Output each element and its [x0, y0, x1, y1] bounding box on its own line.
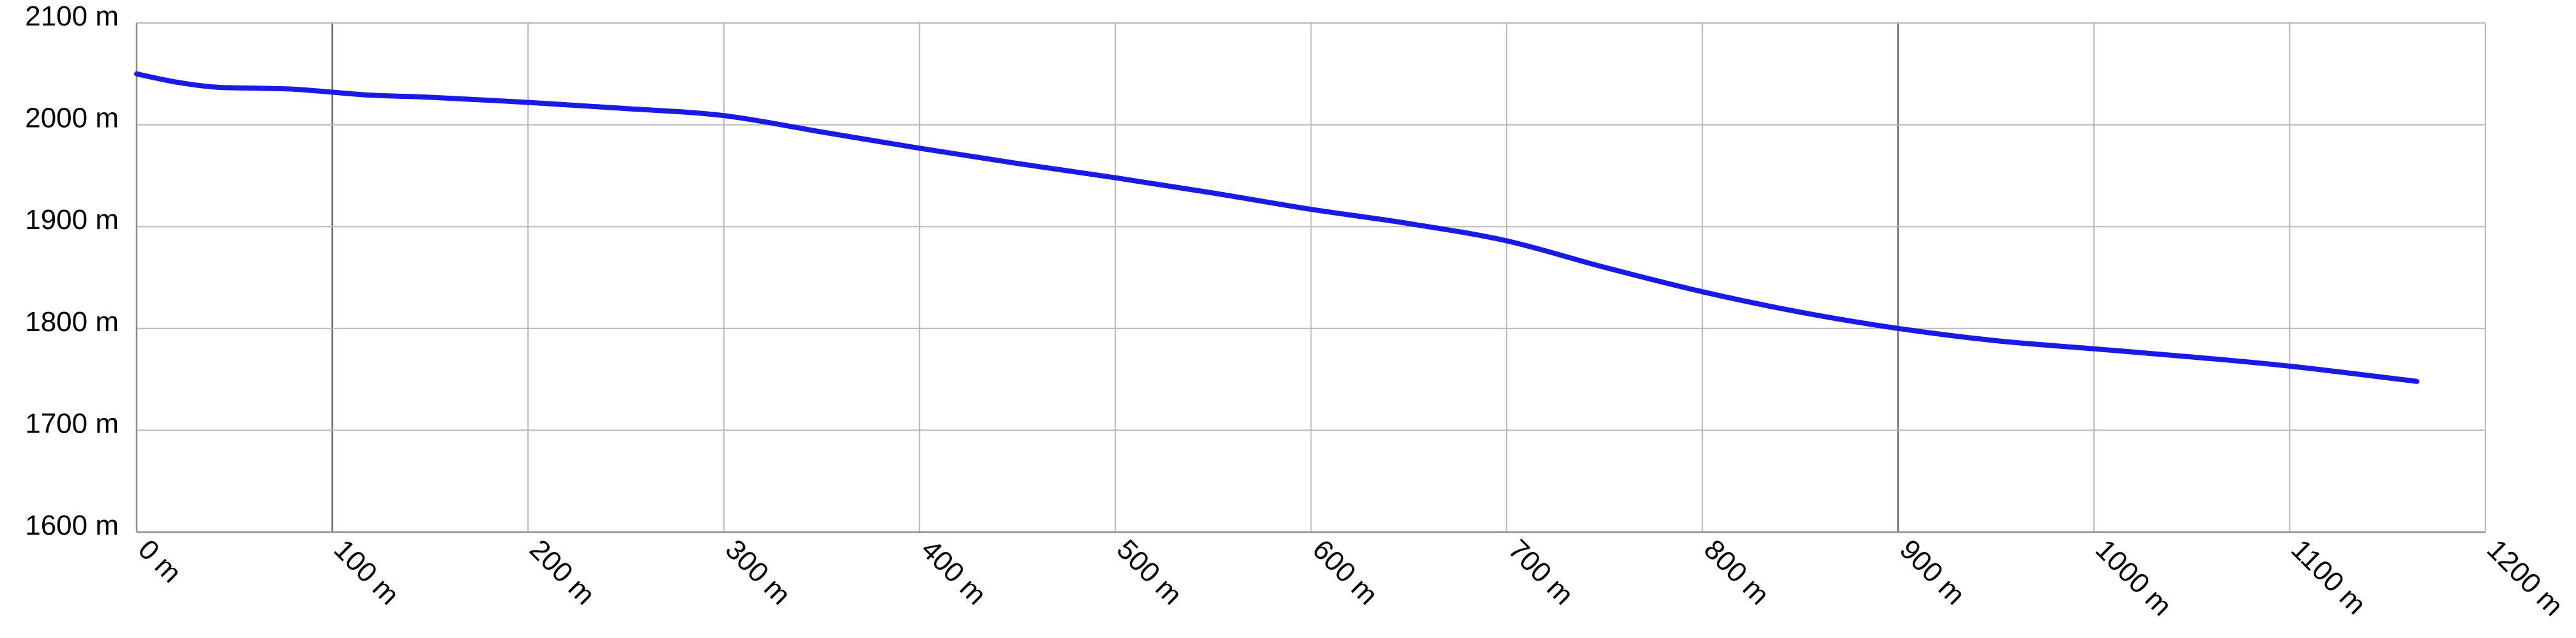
x-tick-label: 0 m	[132, 533, 188, 589]
x-tick-label: 1200 m	[2481, 533, 2569, 621]
y-tick-label: 1800 m	[25, 306, 119, 338]
y-tick-labels: 1600 m 1700 m 1800 m 1900 m 2000 m 2100 m	[25, 1, 119, 541]
x-tick-label: 600 m	[1306, 533, 1383, 611]
x-tick-label: 800 m	[1698, 533, 1775, 611]
x-tick-label: 900 m	[1894, 533, 1971, 611]
y-tick-label: 1600 m	[25, 510, 119, 541]
x-tick-label: 100 m	[328, 533, 405, 611]
x-tick-label: 700 m	[1502, 533, 1579, 611]
y-tick-label: 1700 m	[25, 408, 119, 439]
x-tick-label: 200 m	[523, 533, 601, 611]
x-tick-label: 300 m	[719, 533, 797, 611]
elevation-line	[134, 71, 2420, 384]
y-tick-label: 1900 m	[25, 204, 119, 235]
x-tick-label: 500 m	[1111, 533, 1188, 611]
y-tick-label: 2100 m	[25, 1, 119, 32]
x-tick-label: 1100 m	[2285, 533, 2372, 620]
x-tick-label: 400 m	[915, 533, 992, 611]
y-tick-label: 2000 m	[25, 103, 119, 134]
x-tick-labels: 0 m 100 m 200 m 300 m 400 m 500 m 600 m 700 m 80…	[132, 533, 2569, 621]
axes	[135, 23, 2485, 533]
series-group	[134, 71, 2420, 384]
x-tick-label: 1000 m	[2090, 533, 2178, 621]
